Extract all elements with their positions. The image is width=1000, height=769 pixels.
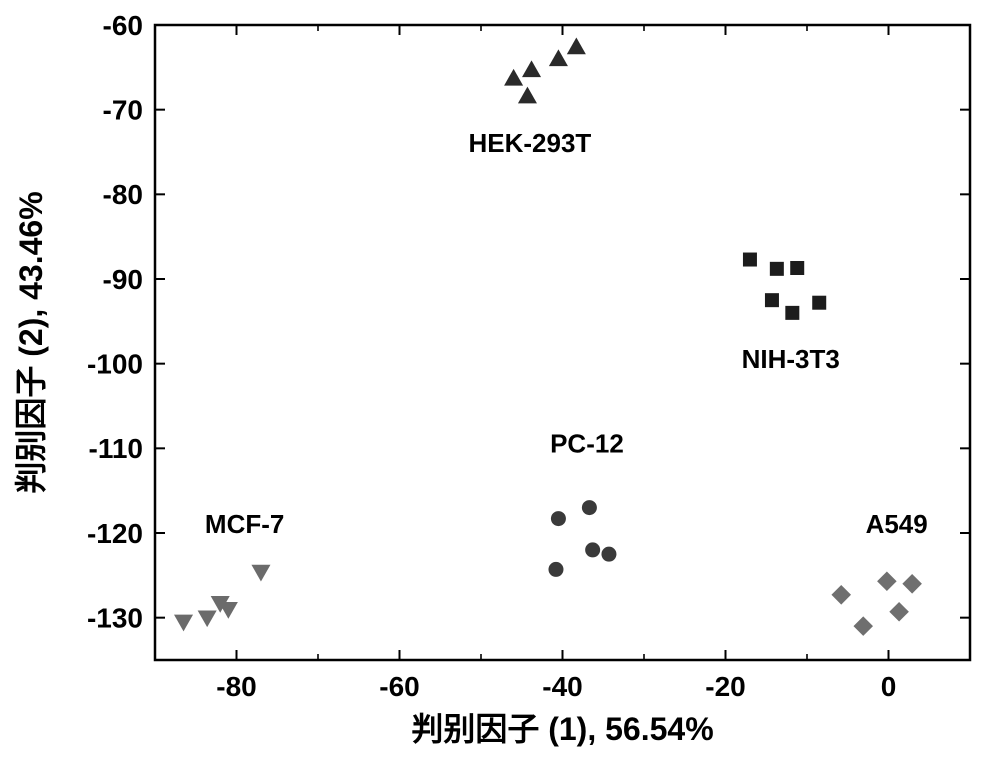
data-point xyxy=(785,306,799,320)
cluster-label: NIH-3T3 xyxy=(742,344,840,374)
y-tick-label: -80 xyxy=(103,179,143,210)
x-tick-label: -80 xyxy=(216,671,256,702)
data-point xyxy=(551,511,566,526)
cluster-label: PC-12 xyxy=(550,429,624,459)
data-point xyxy=(585,542,600,557)
data-point xyxy=(790,261,804,275)
data-point xyxy=(548,562,563,577)
x-axis-title: 判别因子 (1), 56.54% xyxy=(411,711,713,747)
cluster-label: MCF-7 xyxy=(205,509,284,539)
data-point xyxy=(765,293,779,307)
data-point xyxy=(770,262,784,276)
y-axis-title: 判别因子 (2), 43.46% xyxy=(13,191,49,493)
x-tick-label: -40 xyxy=(542,671,582,702)
y-tick-label: -130 xyxy=(87,602,143,633)
data-point xyxy=(812,296,826,310)
y-tick-label: -90 xyxy=(103,264,143,295)
scatter-chart: -80 -60 -40 -20 0 -130 -120 -110 -100 -90 -80 -70 -6… xyxy=(0,0,1000,769)
cluster-label: HEK-293T xyxy=(468,128,591,158)
y-tick-label: -70 xyxy=(103,94,143,125)
x-tick-label: -60 xyxy=(379,671,419,702)
data-point xyxy=(601,547,616,562)
data-point xyxy=(743,253,757,267)
cluster-label: A549 xyxy=(866,509,928,539)
y-tick-label: -110 xyxy=(89,433,144,464)
y-tick-label: -120 xyxy=(87,518,143,549)
x-tick-label: 0 xyxy=(881,671,897,702)
y-tick-label: -60 xyxy=(103,10,143,41)
x-tick-label: -20 xyxy=(705,671,745,702)
y-tick-label: -100 xyxy=(87,348,143,379)
data-point xyxy=(582,500,597,515)
